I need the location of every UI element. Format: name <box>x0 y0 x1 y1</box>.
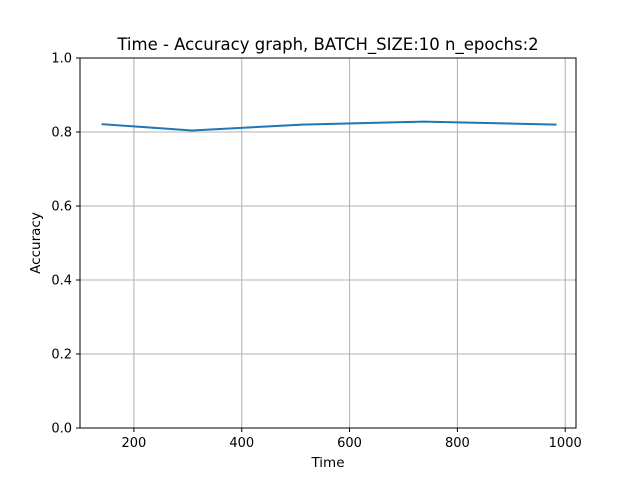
y-axis-label: Accuracy <box>28 212 44 274</box>
x-tick-label: 800 <box>445 436 470 451</box>
y-tick-label: 0.6 <box>51 200 72 215</box>
y-axis-ticks: 0.0 0.2 0.4 0.6 0.8 1.0 <box>51 52 80 437</box>
plot-area <box>80 58 576 428</box>
x-tick-label: 1000 <box>549 436 582 451</box>
x-axis-label: Time <box>310 455 344 471</box>
y-tick-label: 0.8 <box>51 126 72 141</box>
series-line-0 <box>101 120 557 132</box>
y-tick-label: 0.2 <box>51 348 72 363</box>
x-axis-ticks: 200 400 600 800 1000 <box>121 428 582 451</box>
chart-title: Time - Accuracy graph, BATCH_SIZE:10 n_e… <box>116 35 538 55</box>
x-tick-label: 600 <box>337 436 362 451</box>
x-tick-label: 400 <box>229 436 254 451</box>
y-tick-label: 0.4 <box>51 274 72 289</box>
x-tick-label: 200 <box>121 436 146 451</box>
series-layer <box>101 120 557 132</box>
y-tick-label: 1.0 <box>51 52 72 67</box>
plot-frame <box>79 57 577 429</box>
y-tick-label: 0.0 <box>51 422 72 437</box>
